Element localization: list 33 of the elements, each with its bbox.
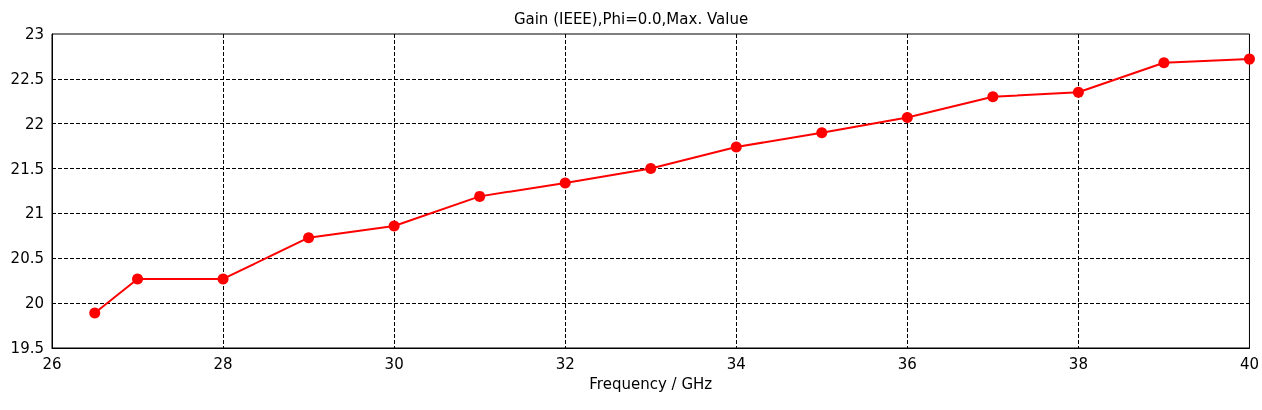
point — [217, 273, 229, 285]
point — [1158, 57, 1170, 69]
y-tick-label: 20 — [24, 294, 44, 313]
x-tick-label: 32 — [555, 354, 575, 373]
point — [1243, 53, 1255, 65]
x-tick-label: 26 — [42, 354, 62, 373]
x-tick-label: 30 — [384, 354, 404, 373]
x-tick-label: 36 — [897, 354, 917, 373]
point — [987, 91, 999, 103]
y-tick-label: 20.5 — [10, 249, 44, 268]
y-tick-label: 23 — [24, 25, 44, 43]
point — [303, 232, 315, 244]
y-tick-label: 19.5 — [10, 339, 44, 357]
point — [1072, 86, 1084, 98]
point — [645, 163, 657, 175]
point — [89, 307, 101, 319]
point — [132, 273, 144, 285]
y-tick-label: 22 — [24, 114, 44, 133]
y-tick-label: 22.5 — [10, 69, 44, 88]
point — [901, 111, 913, 123]
point — [816, 127, 828, 139]
point — [388, 220, 400, 232]
point — [559, 177, 571, 189]
x-tick-label: 38 — [1068, 354, 1088, 373]
x-tick-label: 28 — [213, 354, 233, 373]
x-tick-label: 40 — [1239, 354, 1259, 373]
chart-title: Gain (IEEE),Phi=0.0,Max. Value — [513, 9, 749, 28]
y-tick-label: 21.5 — [10, 159, 44, 178]
x-axis-title: Frequency / GHz — [589, 374, 713, 393]
y-tick-label: 21 — [24, 204, 44, 223]
point — [474, 190, 486, 202]
point — [730, 141, 742, 153]
x-tick-label: 34 — [726, 354, 746, 373]
